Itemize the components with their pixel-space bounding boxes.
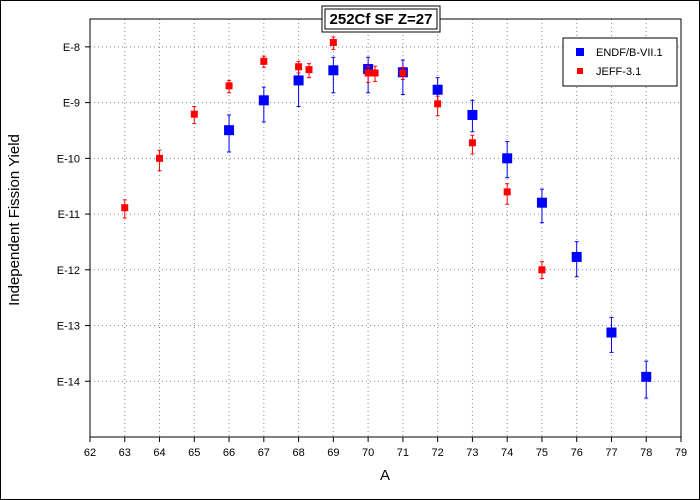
data-point xyxy=(571,251,582,262)
data-point xyxy=(224,125,235,136)
data-point xyxy=(467,109,478,120)
x-tick-label: 67 xyxy=(258,447,270,459)
data-point xyxy=(371,69,379,77)
legend-label-jeff: JEFF-3.1 xyxy=(596,66,641,78)
y-axis-title: Independent Fission Yield xyxy=(6,134,23,306)
x-tick-label: 71 xyxy=(397,447,409,459)
x-tick-label: 66 xyxy=(223,447,235,459)
x-tick-label: 62 xyxy=(84,447,96,459)
data-point xyxy=(434,100,442,108)
x-axis-title: A xyxy=(380,467,390,484)
data-point xyxy=(606,327,617,338)
x-tick-label: 78 xyxy=(640,447,652,459)
legend-label-endf: ENDF/B-VII.1 xyxy=(596,47,663,59)
data-point xyxy=(121,204,129,212)
data-point xyxy=(364,69,372,77)
data-point xyxy=(260,57,268,65)
data-point xyxy=(305,66,313,74)
legend: ENDF/B-VII.1 JEFF-3.1 xyxy=(562,37,678,87)
data-point xyxy=(225,82,233,90)
x-tick-label: 68 xyxy=(292,447,304,459)
x-tick-label: 70 xyxy=(362,447,374,459)
y-tick-label: E-11 xyxy=(58,209,80,221)
y-tick-label: E-14 xyxy=(57,376,80,388)
x-tick-label: 65 xyxy=(188,447,200,459)
y-tick-label: E-9 xyxy=(63,98,80,110)
chart-title: 252Cf SF Z=27 xyxy=(330,11,433,28)
data-point xyxy=(503,188,511,196)
data-point xyxy=(293,75,304,86)
x-tick-label: 64 xyxy=(153,447,165,459)
data-point xyxy=(295,63,303,71)
data-point xyxy=(468,139,476,147)
axis-ticks: 62 63 64 65 66 67 68 69 70 71 72 73 74 75 76 77 78 79 E-8 E… xyxy=(57,42,687,459)
data-point xyxy=(641,371,652,382)
chart-title-box: 252Cf SF Z=27 xyxy=(321,5,441,33)
y-tick-label: E-12 xyxy=(57,265,80,277)
x-tick-label: 75 xyxy=(536,447,548,459)
legend-marker-endf xyxy=(576,48,584,56)
data-point xyxy=(329,38,337,46)
data-point xyxy=(156,154,164,162)
y-tick-label: E-8 xyxy=(63,42,80,54)
data-point xyxy=(328,65,339,76)
data-point xyxy=(502,153,513,164)
data-point xyxy=(258,95,269,106)
data-point xyxy=(190,110,198,118)
data-point xyxy=(536,197,547,208)
y-tick-label: E-10 xyxy=(57,153,80,165)
x-tick-label: 73 xyxy=(466,447,478,459)
series-1 xyxy=(121,36,546,279)
x-tick-label: 74 xyxy=(501,447,513,459)
y-tick-label: E-13 xyxy=(57,321,80,333)
data-point xyxy=(432,84,443,95)
x-tick-label: 79 xyxy=(675,447,687,459)
data-point xyxy=(538,266,546,274)
grid xyxy=(90,19,681,437)
x-tick-label: 69 xyxy=(327,447,339,459)
x-tick-label: 76 xyxy=(571,447,583,459)
data-points xyxy=(121,36,652,399)
legend-marker-jeff xyxy=(577,68,583,74)
x-tick-label: 77 xyxy=(605,447,617,459)
data-point xyxy=(399,69,407,77)
x-tick-label: 63 xyxy=(119,447,131,459)
x-tick-label: 72 xyxy=(432,447,444,459)
